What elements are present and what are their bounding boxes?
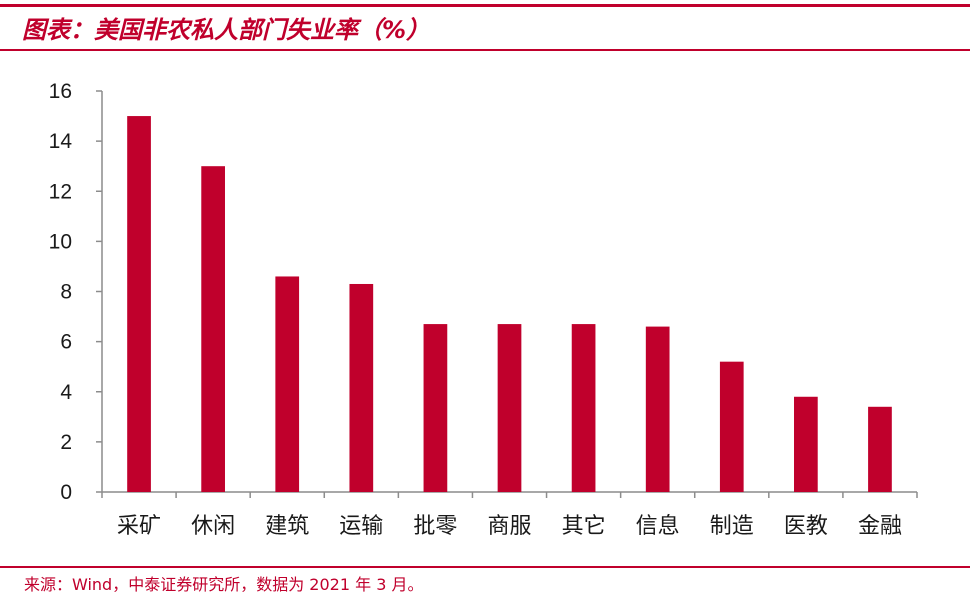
x-tick-label: 制造 xyxy=(710,514,754,539)
bar-8 xyxy=(645,326,670,492)
y-tick-label: 6 xyxy=(60,331,72,354)
top-rule xyxy=(0,4,970,7)
bar-3 xyxy=(275,276,300,492)
x-tick-label: 建筑 xyxy=(265,514,309,539)
bar-11 xyxy=(868,406,892,492)
bar-6 xyxy=(497,324,522,492)
x-tick-label: 休闲 xyxy=(191,514,235,539)
bar-10 xyxy=(794,396,818,492)
bar-2 xyxy=(201,166,225,492)
x-tick-label: 其它 xyxy=(562,514,606,539)
x-tick-label: 商服 xyxy=(487,514,531,539)
bar-chart: 0 2 4 6 8 10 12 14 16 采矿 休闲 建筑 运输 批零 商服 其它 信息 制造 医教 金融 xyxy=(49,80,918,539)
y-tick-label: 8 xyxy=(60,281,72,304)
bar-4 xyxy=(349,283,374,492)
title-rule xyxy=(0,49,970,51)
bottom-rule xyxy=(0,566,970,568)
chart-title: 图表：美国非农私人部门失业率（%） xyxy=(22,16,431,44)
source-note: 来源：Wind，中泰证券研究所，数据为 2021 年 3 月。 xyxy=(24,575,424,594)
y-tick-label: 14 xyxy=(49,130,73,153)
y-tick-label: 10 xyxy=(49,230,72,253)
x-tick-label: 采矿 xyxy=(117,514,161,539)
x-tick-label: 金融 xyxy=(858,514,902,539)
y-tick-label: 4 xyxy=(60,381,72,404)
y-tick-label: 12 xyxy=(49,180,72,203)
x-tick-label: 信息 xyxy=(636,514,680,539)
x-tick-label: 运输 xyxy=(339,514,383,539)
y-tick-label: 2 xyxy=(60,431,72,454)
bar-1 xyxy=(127,116,151,492)
y-tick-label: 16 xyxy=(49,80,72,103)
bar-5 xyxy=(423,324,448,492)
bar-7 xyxy=(571,324,596,492)
x-tick-label: 医教 xyxy=(784,514,828,539)
y-tick-label: 0 xyxy=(60,481,72,504)
x-tick-label: 批零 xyxy=(413,514,457,539)
bar-9 xyxy=(719,361,744,492)
